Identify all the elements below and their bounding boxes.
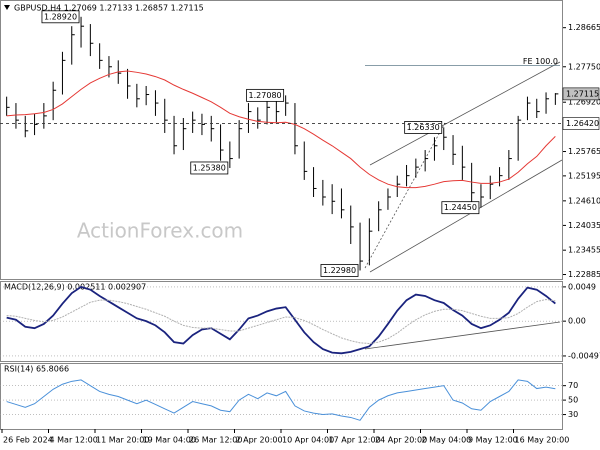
y-tick-label: 1.25195 bbox=[568, 171, 600, 180]
x-tick-label: 24 Apr 20:00 bbox=[375, 436, 427, 445]
y-tick-label: 50 bbox=[568, 396, 578, 405]
trend-line bbox=[364, 321, 561, 350]
y-tick-label: 1.23455 bbox=[568, 246, 600, 255]
y-tick-label: 1.24610 bbox=[568, 196, 600, 205]
y-tick-label: 30 bbox=[568, 410, 578, 419]
trend-line bbox=[369, 159, 563, 273]
price-label: 1.26420 bbox=[566, 119, 599, 128]
x-tick-label: 4 Mar 12:00 bbox=[50, 436, 98, 445]
title-icon bbox=[4, 5, 10, 10]
trend-line bbox=[369, 61, 561, 166]
moving-average bbox=[6, 70, 556, 189]
annotation-box bbox=[320, 264, 359, 277]
x-tick-label: 11 Mar 20:00 bbox=[96, 436, 149, 445]
price-box bbox=[562, 117, 600, 130]
x-tick-label: 26 Feb 2024 bbox=[3, 436, 53, 445]
y-tick-label: 1.25765 bbox=[568, 147, 600, 156]
price-label: 1.27115 bbox=[566, 89, 599, 98]
y-tick-label: 70 bbox=[568, 381, 578, 390]
y-tick-label: 1.28665 bbox=[568, 23, 600, 32]
y-tick-label: 1.22885 bbox=[568, 270, 600, 279]
watermark: ActionForex.com bbox=[77, 219, 243, 243]
annotation-label: 1.27080 bbox=[249, 91, 282, 100]
y-tick-label: 1.24035 bbox=[568, 221, 600, 230]
annotation-box bbox=[190, 161, 229, 175]
x-tick-label: 17 Apr 12:00 bbox=[329, 436, 381, 445]
annotation-box bbox=[41, 10, 80, 24]
annotation-label: 1.22980 bbox=[323, 266, 356, 275]
fib-level-label: FE 100.0 bbox=[523, 57, 558, 66]
x-tick-label: 2 Apr 20:00 bbox=[236, 436, 283, 445]
y-tick-label: 1.27750 bbox=[568, 62, 600, 71]
macd-panel bbox=[0, 281, 563, 362]
annotation-box bbox=[441, 201, 480, 215]
rsi-title: RSI(14) 65.8066 bbox=[4, 365, 69, 374]
x-tick-label: 19 Mar 04:00 bbox=[143, 436, 196, 445]
annotation-label: 1.26330 bbox=[407, 123, 440, 132]
y-tick-label: 1.26920 bbox=[568, 98, 600, 107]
annotation-label: 1.28920 bbox=[44, 12, 77, 21]
x-tick-label: 16 May 20:00 bbox=[515, 436, 570, 445]
price-box bbox=[562, 87, 600, 101]
rsi-panel bbox=[0, 363, 563, 430]
y-tick-label: 0.0049 bbox=[568, 282, 596, 291]
x-tick-label: 10 Apr 04:00 bbox=[282, 436, 334, 445]
y-tick-label: 0.00 bbox=[568, 317, 586, 326]
indicator-line bbox=[6, 298, 556, 345]
x-tick-label: 26 Mar 12:00 bbox=[189, 436, 242, 445]
annotation-label: 1.24450 bbox=[444, 203, 477, 212]
annotation-box bbox=[246, 88, 285, 102]
indicator-line bbox=[6, 285, 556, 355]
trend-line bbox=[364, 122, 446, 269]
x-tick-label: 9 May 12:00 bbox=[468, 436, 518, 445]
price-title: GBPUSD,H4 1.27069 1.27133 1.26857 1.2711… bbox=[14, 4, 204, 13]
x-tick-label: 2 May 04:00 bbox=[422, 436, 472, 445]
annotation-box bbox=[404, 121, 443, 134]
indicator-line bbox=[6, 379, 556, 421]
price-panel bbox=[0, 0, 563, 280]
y-tick-label: -0.004978 bbox=[568, 351, 600, 360]
annotation-label: 1.25380 bbox=[193, 163, 226, 172]
